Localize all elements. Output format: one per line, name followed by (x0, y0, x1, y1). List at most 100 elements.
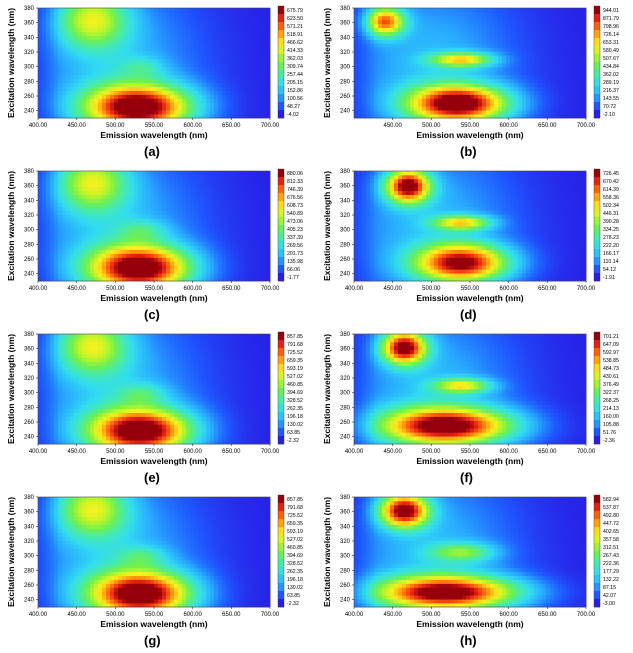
heatmap-cell (90, 222, 95, 227)
heatmap-cell (466, 70, 471, 76)
heatmap-cell (42, 198, 47, 203)
heatmap-cell (66, 237, 71, 243)
heatmap-cell (238, 273, 243, 278)
heatmap-cell (210, 31, 215, 36)
heatmap-cell (458, 102, 463, 107)
heatmap-cell (182, 233, 187, 239)
heatmap-cell (198, 55, 203, 60)
heatmap-cell (94, 241, 99, 247)
y-tick-label: 300 (24, 65, 35, 71)
heatmap-cell (494, 47, 499, 52)
heatmap-cell (578, 114, 583, 119)
heatmap-cell (494, 31, 499, 36)
heatmap-cell (122, 86, 127, 91)
heatmap-cell (62, 59, 67, 64)
heatmap-cell (38, 90, 43, 95)
heatmap-cell (510, 98, 515, 103)
heatmap-cell (118, 229, 123, 235)
heatmap-cell (150, 206, 155, 211)
heatmap-cell (242, 35, 247, 40)
heatmap-cell (190, 19, 195, 25)
heatmap-cell (126, 222, 131, 227)
heatmap-cell (62, 261, 67, 266)
heatmap-cell (66, 261, 71, 266)
heatmap-cell (134, 277, 139, 282)
heatmap-cell (554, 114, 559, 119)
heatmap-cell (550, 55, 555, 60)
heatmap-cell (438, 51, 443, 56)
heatmap-cell (250, 106, 255, 111)
heatmap-cell (386, 11, 391, 17)
heatmap-cell (394, 94, 399, 99)
heatmap-cell (562, 63, 567, 68)
heatmap-cell (254, 249, 259, 254)
heatmap-cell (426, 47, 431, 52)
heatmap-cell (190, 214, 195, 219)
heatmap-cell (582, 66, 587, 72)
heatmap-cell (178, 214, 183, 219)
heatmap-cell (46, 202, 51, 207)
heatmap-cell (570, 51, 575, 56)
heatmap-cell (186, 19, 191, 25)
heatmap-cell (382, 70, 387, 76)
heatmap-cell (506, 110, 511, 115)
heatmap-cell (442, 114, 447, 119)
heatmap-cell (182, 94, 187, 99)
heatmap-cell (462, 98, 467, 103)
heatmap-cell (206, 237, 211, 243)
heatmap-cell (262, 78, 267, 84)
heatmap-cell (126, 70, 131, 76)
heatmap-cell (510, 102, 515, 107)
heatmap-cell (46, 241, 51, 247)
heatmap-cell (150, 19, 155, 25)
heatmap-cell (454, 90, 459, 95)
heatmap-cell (166, 214, 171, 219)
heatmap-cell (82, 178, 87, 184)
heatmap-cell (230, 202, 235, 207)
heatmap-cell (58, 27, 63, 32)
heatmap-cell (446, 43, 451, 48)
heatmap-cell (170, 261, 175, 266)
heatmap-cell (486, 19, 491, 25)
heatmap-cell (518, 86, 523, 91)
heatmap-cell (82, 66, 87, 72)
heatmap-cell (222, 86, 227, 91)
heatmap-cell (98, 66, 103, 72)
heatmap-cell (414, 15, 419, 21)
heatmap-cell (146, 102, 151, 107)
heatmap-cell (250, 249, 255, 254)
heatmap-cell (498, 23, 503, 29)
colorbar-swatch (278, 86, 284, 95)
heatmap-cell (154, 110, 159, 115)
heatmap-cell (382, 102, 387, 107)
heatmap-cell (578, 39, 583, 44)
heatmap-cell (186, 174, 191, 180)
colorbar-label: 507.67 (603, 56, 619, 62)
heatmap-cell (90, 90, 95, 95)
heatmap-cell (418, 27, 423, 32)
heatmap-cell (146, 186, 151, 192)
heatmap-cell (102, 15, 107, 21)
heatmap-cell (486, 59, 491, 64)
heatmap-cell (542, 82, 547, 87)
heatmap-cell (158, 86, 163, 91)
heatmap-cell (114, 110, 119, 115)
heatmap-cell (442, 51, 447, 56)
heatmap-cell (162, 218, 167, 223)
heatmap-cell (42, 47, 47, 52)
heatmap-cell (238, 241, 243, 247)
heatmap-cell (190, 8, 195, 13)
heatmap-cell (398, 63, 403, 68)
heatmap-cell (238, 27, 243, 32)
heatmap-cell (222, 59, 227, 64)
heatmap-cell (138, 218, 143, 223)
heatmap-cell (266, 51, 271, 56)
heatmap-cell (442, 74, 447, 80)
heatmap-cell (390, 23, 395, 29)
heatmap-cell (262, 55, 267, 60)
heatmap-cell (54, 249, 59, 254)
heatmap-cell (530, 70, 535, 76)
heatmap-cell (406, 110, 411, 115)
heatmap-cell (178, 35, 183, 40)
